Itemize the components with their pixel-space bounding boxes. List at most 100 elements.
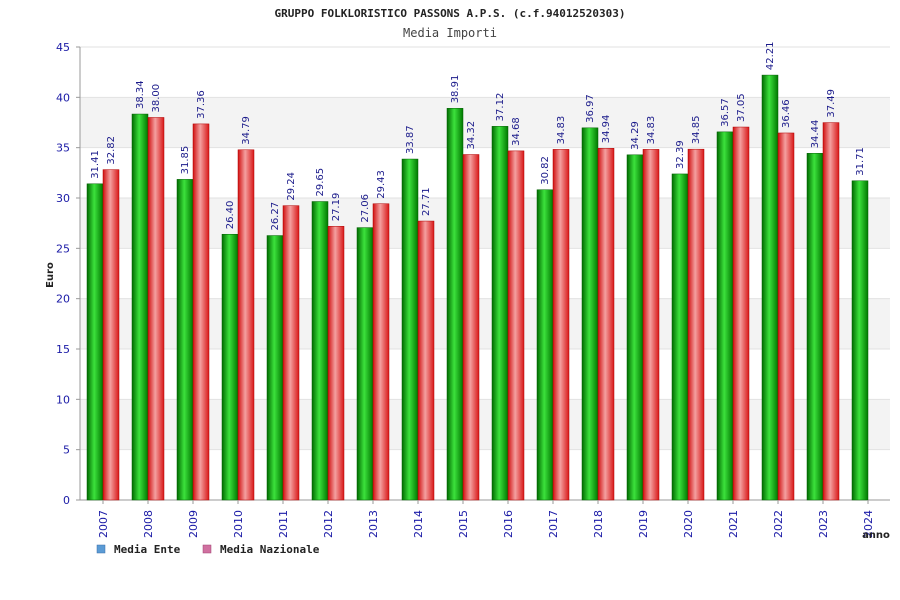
data-label: 42.21 bbox=[765, 41, 776, 70]
y-tick-label: 35 bbox=[56, 142, 70, 155]
y-tick-label: 0 bbox=[63, 494, 70, 507]
grid-band bbox=[80, 349, 890, 400]
y-tick-label: 40 bbox=[56, 91, 70, 104]
data-label: 38.91 bbox=[450, 75, 461, 104]
data-label: 34.44 bbox=[810, 120, 821, 149]
data-label: 29.43 bbox=[376, 170, 387, 199]
x-tick-label: 2009 bbox=[187, 510, 200, 538]
data-label: 34.83 bbox=[646, 116, 657, 145]
bar-media-ente-2024 bbox=[851, 180, 869, 501]
grid-band bbox=[80, 248, 890, 299]
bar-media-ente-2021 bbox=[716, 131, 734, 501]
legend-swatch-media-nazionale bbox=[202, 544, 212, 554]
bar-media-nazionale-2022 bbox=[777, 132, 795, 501]
grid-band bbox=[80, 47, 890, 98]
bar-media-nazionale-2008 bbox=[147, 117, 165, 501]
data-label: 26.27 bbox=[270, 202, 281, 231]
data-label: 37.49 bbox=[826, 89, 837, 118]
x-tick-label: 2022 bbox=[772, 510, 785, 538]
data-label: 38.00 bbox=[151, 84, 162, 113]
data-label: 37.36 bbox=[196, 90, 207, 119]
bar-media-nazionale-2018 bbox=[597, 148, 615, 501]
data-label: 33.87 bbox=[405, 125, 416, 154]
y-tick-label: 25 bbox=[56, 242, 70, 255]
y-tick-label: 20 bbox=[56, 293, 70, 306]
bar-media-ente-2017 bbox=[536, 189, 554, 501]
data-label: 34.79 bbox=[241, 116, 252, 145]
bar-media-nazionale-2011 bbox=[282, 205, 300, 501]
data-label: 34.85 bbox=[691, 116, 702, 145]
data-label: 27.19 bbox=[331, 193, 342, 222]
grid-bands bbox=[80, 47, 890, 500]
grid-band bbox=[80, 449, 890, 500]
grid-lines bbox=[80, 46, 890, 501]
y-tick-label: 30 bbox=[56, 192, 70, 205]
bar-media-nazionale-2015 bbox=[462, 154, 480, 501]
data-label: 34.68 bbox=[511, 117, 522, 146]
bar-media-nazionale-2007 bbox=[102, 169, 120, 501]
y-tick-label: 15 bbox=[56, 343, 70, 356]
bar-media-ente-2019 bbox=[626, 154, 644, 501]
bar-media-ente-2018 bbox=[581, 127, 599, 501]
bar-media-nazionale-2010 bbox=[237, 149, 255, 501]
bar-media-ente-2014 bbox=[401, 158, 419, 501]
x-tick-label: 2020 bbox=[682, 510, 695, 538]
bar-media-nazionale-2023 bbox=[822, 122, 840, 501]
bar-media-ente-2011 bbox=[266, 235, 284, 501]
bar-media-ente-2013 bbox=[356, 227, 374, 501]
data-label: 34.29 bbox=[630, 121, 641, 150]
grid-band bbox=[80, 97, 890, 148]
x-tick-label: 2012 bbox=[322, 510, 335, 538]
bar-media-ente-2015 bbox=[446, 108, 464, 501]
data-label: 36.97 bbox=[585, 94, 596, 123]
data-label: 38.34 bbox=[135, 80, 146, 109]
x-tick-label: 2018 bbox=[592, 510, 605, 538]
data-label: 26.40 bbox=[225, 201, 236, 230]
legend: Media Ente Media Nazionale bbox=[96, 543, 320, 556]
data-label: 37.12 bbox=[495, 93, 506, 122]
grid-band bbox=[80, 298, 890, 349]
x-axis-label: anno bbox=[862, 530, 890, 541]
data-label: 31.41 bbox=[90, 150, 101, 179]
chart-subtitle: Media Importi bbox=[403, 26, 497, 40]
x-tick-label: 2024 bbox=[862, 510, 875, 538]
x-tick-label: 2011 bbox=[277, 510, 290, 538]
y-axis-label: Euro bbox=[45, 262, 56, 288]
bar-media-nazionale-2020 bbox=[687, 148, 705, 501]
x-tick-label: 2010 bbox=[232, 510, 245, 538]
data-label: 34.32 bbox=[466, 121, 477, 150]
bar-media-nazionale-2016 bbox=[507, 150, 525, 501]
x-tick-label: 2019 bbox=[637, 510, 650, 538]
grid-band bbox=[80, 399, 890, 450]
bars bbox=[86, 74, 869, 501]
data-label: 29.65 bbox=[315, 168, 326, 197]
bar-media-nazionale-2009 bbox=[192, 123, 210, 501]
data-label: 31.85 bbox=[180, 146, 191, 175]
x-tick-label: 2014 bbox=[412, 510, 425, 538]
x-tick-label: 2016 bbox=[502, 510, 515, 538]
data-label: 37.05 bbox=[736, 93, 747, 122]
x-tick-label: 2023 bbox=[817, 510, 830, 538]
bar-media-nazionale-2012 bbox=[327, 226, 345, 501]
data-label: 27.06 bbox=[360, 194, 371, 223]
data-label: 30.82 bbox=[540, 156, 551, 185]
x-tick-label: 2007 bbox=[97, 510, 110, 538]
data-label: 31.71 bbox=[855, 147, 866, 176]
bar-media-ente-2020 bbox=[671, 173, 689, 501]
bar-media-ente-2010 bbox=[221, 233, 239, 501]
data-label: 36.57 bbox=[720, 98, 731, 127]
y-tick-label: 45 bbox=[56, 41, 70, 54]
y-axis-ticks: 0 5 10 15 20 25 30 35 40 45 bbox=[56, 41, 80, 507]
data-label: 27.71 bbox=[421, 187, 432, 216]
chart-title: GRUPPO FOLKLORISTICO PASSONS A.P.S. (c.f… bbox=[275, 7, 626, 20]
bar-media-nazionale-2014 bbox=[417, 220, 435, 501]
data-labels: 31.41 32.82 38.34 38.00 31.85 37.36 26.40 34.79… bbox=[90, 41, 866, 230]
x-tick-label: 2013 bbox=[367, 510, 380, 538]
bar-media-nazionale-2017 bbox=[552, 149, 570, 501]
bar-media-ente-2009 bbox=[176, 179, 194, 501]
data-label: 34.83 bbox=[556, 116, 567, 145]
bar-media-ente-2007 bbox=[86, 183, 104, 501]
data-label: 32.82 bbox=[106, 136, 117, 165]
legend-swatch-media-ente bbox=[96, 544, 106, 554]
